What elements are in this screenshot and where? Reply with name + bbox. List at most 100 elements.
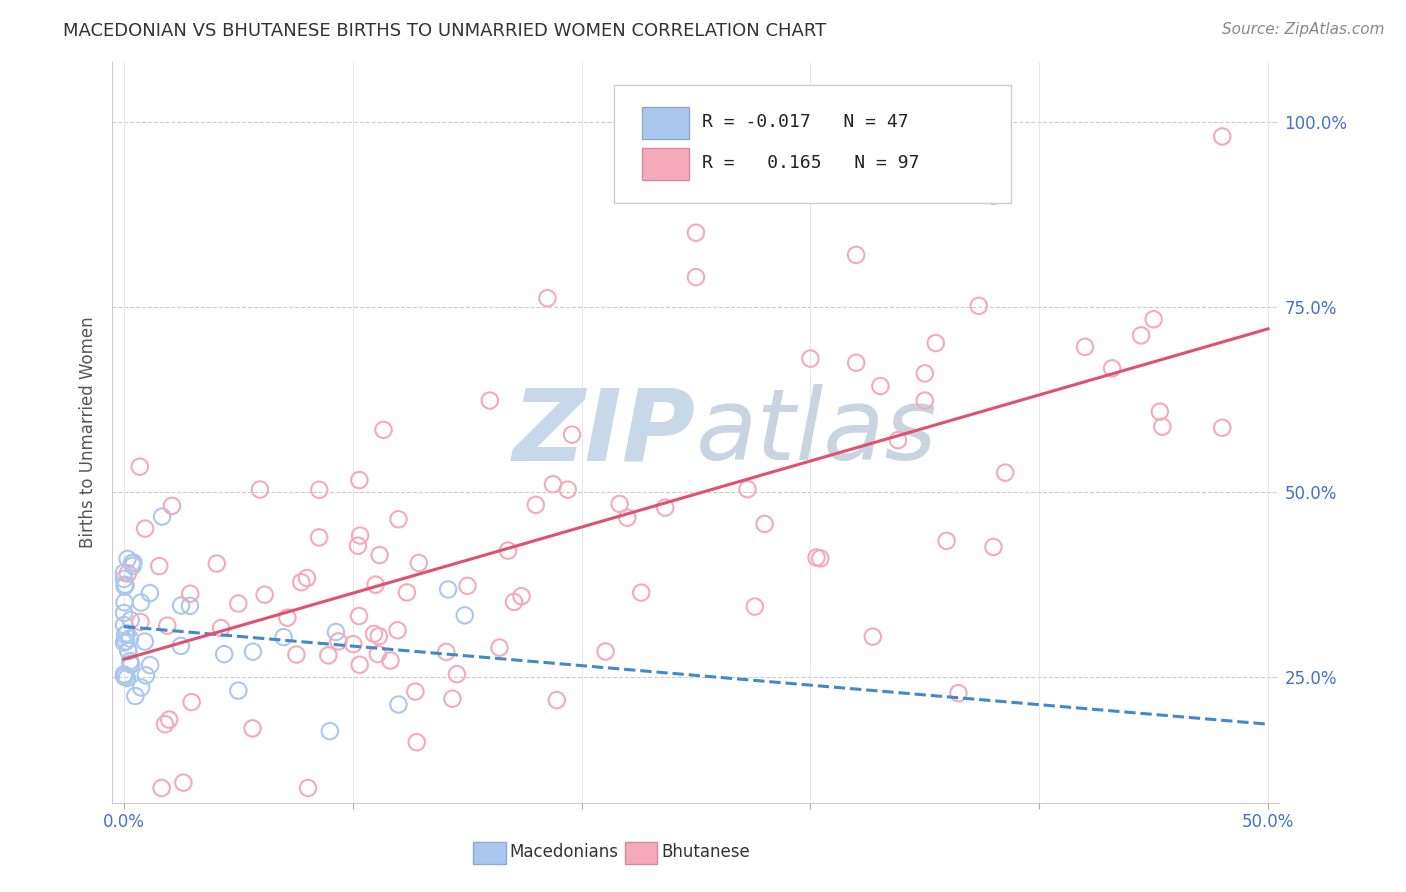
Point — [117, 644, 139, 658]
Y-axis label: Births to Unmarried Women: Births to Unmarried Women — [79, 317, 97, 549]
Point — [209, 621, 232, 635]
Point — [228, 683, 250, 698]
Point — [367, 647, 389, 661]
Point — [685, 226, 707, 240]
Point — [408, 556, 430, 570]
Point — [114, 669, 136, 683]
Point — [405, 735, 427, 749]
Point — [170, 639, 193, 653]
Point — [380, 654, 402, 668]
Point — [112, 667, 135, 681]
Point — [134, 522, 156, 536]
Point — [1211, 129, 1233, 144]
Point — [179, 587, 201, 601]
Point — [887, 433, 910, 447]
Text: MACEDONIAN VS BHUTANESE BIRTHS TO UNMARRIED WOMEN CORRELATION CHART: MACEDONIAN VS BHUTANESE BIRTHS TO UNMARR… — [63, 22, 827, 40]
Point — [276, 610, 298, 624]
Point — [536, 291, 558, 305]
Point — [862, 630, 884, 644]
Point — [609, 497, 631, 511]
Point — [139, 586, 162, 600]
Point — [179, 599, 201, 613]
Point — [242, 645, 264, 659]
Point — [297, 780, 319, 795]
Point — [120, 657, 142, 671]
Point — [319, 724, 342, 739]
Point — [318, 648, 340, 663]
Point — [139, 658, 162, 673]
Point — [869, 379, 891, 393]
Point — [112, 566, 135, 580]
Point — [242, 722, 264, 736]
Point — [799, 351, 821, 366]
Point — [404, 684, 426, 698]
Point — [557, 483, 579, 497]
Point — [150, 780, 173, 795]
Point — [845, 248, 868, 262]
FancyBboxPatch shape — [643, 107, 689, 139]
Point — [129, 595, 152, 609]
Point — [368, 548, 391, 562]
Point — [914, 393, 936, 408]
Point — [808, 551, 831, 566]
Point — [120, 613, 142, 627]
Point — [156, 618, 179, 632]
Point — [114, 595, 136, 609]
Point — [395, 585, 418, 599]
Point — [967, 299, 990, 313]
Point — [120, 657, 142, 672]
Point — [228, 597, 250, 611]
Point — [349, 528, 371, 542]
Point — [308, 483, 330, 497]
Point — [295, 571, 318, 585]
Point — [983, 188, 1005, 202]
Point — [328, 634, 350, 648]
Point — [120, 632, 142, 646]
Text: R =   0.165   N = 97: R = 0.165 N = 97 — [702, 154, 920, 172]
Point — [1152, 419, 1174, 434]
Text: Macedonians: Macedonians — [509, 843, 619, 861]
Point — [654, 500, 676, 515]
FancyBboxPatch shape — [472, 842, 506, 864]
Point — [806, 550, 828, 565]
Point — [441, 691, 464, 706]
Point — [157, 713, 180, 727]
Point — [129, 681, 152, 695]
Point — [925, 336, 948, 351]
Point — [122, 558, 145, 573]
Point — [387, 624, 409, 638]
Point — [349, 657, 371, 672]
Point — [112, 669, 135, 683]
Point — [148, 559, 170, 574]
Point — [117, 552, 139, 566]
Point — [249, 483, 271, 497]
Point — [150, 509, 173, 524]
Point — [115, 626, 138, 640]
Point — [1101, 361, 1123, 376]
Point — [153, 717, 176, 731]
Point — [1149, 404, 1171, 418]
Point — [349, 473, 371, 487]
Point — [308, 530, 330, 544]
Point — [524, 498, 547, 512]
Point — [114, 579, 136, 593]
Point — [112, 618, 135, 632]
Point — [387, 698, 409, 712]
Point — [273, 630, 295, 644]
Point — [128, 459, 150, 474]
FancyBboxPatch shape — [643, 147, 689, 180]
Point — [994, 466, 1017, 480]
Point — [114, 578, 136, 592]
Text: Bhutanese: Bhutanese — [661, 843, 749, 861]
Point — [983, 540, 1005, 554]
Point — [170, 599, 193, 613]
Point — [212, 647, 235, 661]
Point — [364, 577, 387, 591]
Point — [914, 367, 936, 381]
Point — [454, 608, 477, 623]
Point — [685, 270, 707, 285]
Point — [180, 695, 202, 709]
Point — [1211, 421, 1233, 435]
Point — [325, 625, 347, 640]
Point — [1142, 312, 1164, 326]
